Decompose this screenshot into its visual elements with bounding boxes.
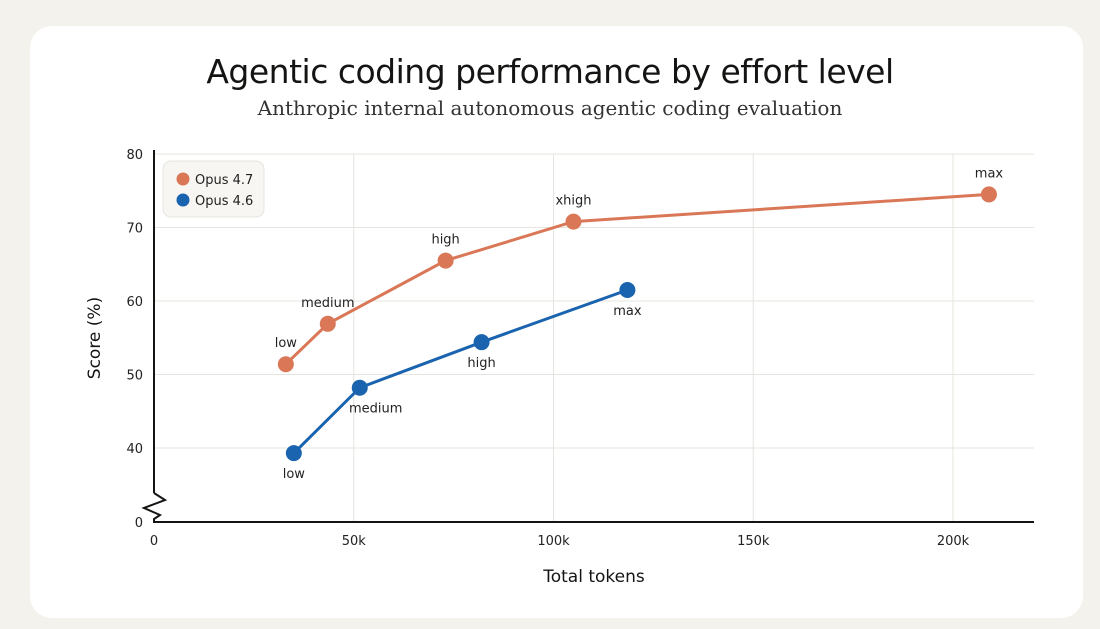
data-point bbox=[437, 252, 454, 269]
data-point bbox=[319, 315, 336, 332]
data-label: xhigh bbox=[555, 194, 591, 209]
legend-label: Opus 4.6 bbox=[195, 194, 253, 209]
data-label: high bbox=[467, 356, 495, 371]
y-tick-label: 50 bbox=[126, 369, 143, 384]
legend-swatch bbox=[176, 193, 190, 207]
data-label: medium bbox=[301, 296, 354, 311]
y-tick-label: 70 bbox=[126, 222, 143, 237]
data-point bbox=[285, 445, 302, 462]
data-point bbox=[351, 379, 368, 396]
chart-card bbox=[30, 26, 1083, 618]
data-point bbox=[473, 334, 490, 351]
x-tick-label: 200k bbox=[937, 534, 970, 549]
x-tick-label: 150k bbox=[737, 534, 770, 549]
data-label: low bbox=[283, 467, 306, 482]
chart-subtitle: Anthropic internal autonomous agentic co… bbox=[257, 96, 843, 120]
data-point bbox=[619, 281, 636, 298]
y-axis-label: Score (%) bbox=[85, 297, 105, 379]
series-line bbox=[284, 192, 990, 366]
series-line bbox=[292, 288, 628, 455]
y-tick-label: 80 bbox=[126, 148, 143, 163]
chart-title: Agentic coding performance by effort lev… bbox=[206, 52, 894, 91]
data-label: high bbox=[431, 233, 459, 248]
x-tick-label: 50k bbox=[342, 534, 367, 549]
data-label: max bbox=[975, 166, 1004, 181]
legend-swatch bbox=[176, 172, 190, 186]
data-point bbox=[980, 186, 997, 203]
x-axis-label: Total tokens bbox=[542, 567, 645, 587]
y-tick-label: 40 bbox=[126, 442, 143, 457]
data-label: low bbox=[275, 336, 298, 351]
y-tick-label: 60 bbox=[126, 295, 143, 310]
axis-break-icon bbox=[141, 492, 168, 522]
x-tick-label: 0 bbox=[150, 534, 158, 549]
y-tick-label: 0 bbox=[135, 516, 143, 531]
data-point bbox=[277, 356, 294, 373]
data-label: medium bbox=[349, 402, 402, 417]
legend-label: Opus 4.7 bbox=[195, 173, 253, 188]
data-point bbox=[565, 213, 582, 230]
x-tick-label: 100k bbox=[537, 534, 570, 549]
data-label: max bbox=[613, 304, 642, 319]
